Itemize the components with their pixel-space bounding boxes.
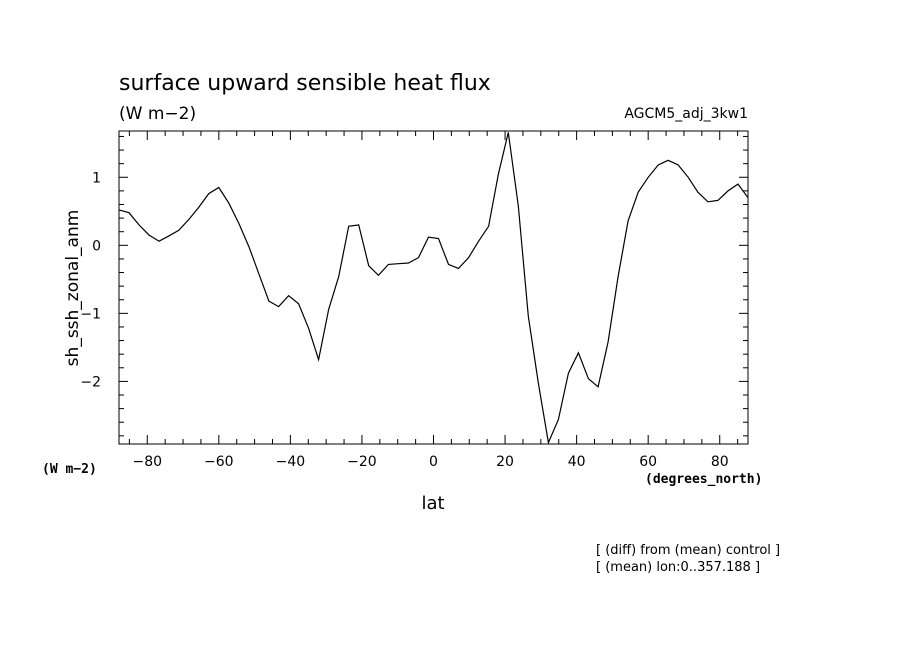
x-tick-label: 0 [429, 454, 438, 470]
series-line [118, 132, 749, 445]
y-tick-label: 0 [92, 238, 101, 254]
chart-units: (W m−2) [119, 104, 196, 124]
x-tick-label: −60 [204, 454, 234, 470]
y-tick-label: −2 [80, 374, 101, 390]
x-axis-label: lat [421, 493, 444, 514]
x-tick-label: −20 [347, 454, 377, 470]
y-axis-label: sh_ssh_zonal_anm [63, 210, 83, 367]
y-axis-units: (W m−2) [42, 462, 97, 477]
experiment-label: AGCM5_adj_3kw1 [624, 106, 748, 122]
x-tick-label: −80 [132, 454, 162, 470]
x-tick-label: 20 [496, 454, 514, 470]
x-tick-label: 80 [711, 454, 729, 470]
y-tick-label: −1 [80, 306, 101, 322]
chart-title: surface upward sensible heat flux [119, 71, 491, 96]
x-tick-label: 60 [639, 454, 657, 470]
x-tick-label: −40 [276, 454, 306, 470]
y-tick-label: 1 [92, 170, 101, 186]
x-tick-label: 40 [568, 454, 586, 470]
note-mean: [ (mean) lon:0..357.188 ] [596, 560, 760, 575]
note-diff: [ (diff) from (mean) control ] [596, 543, 780, 558]
x-axis-units: (degrees_north) [645, 472, 762, 487]
axis-ticks [119, 131, 748, 444]
y-tick-labels: −2 −1 0 1 [80, 170, 101, 390]
x-tick-labels: −80 −60 −40 −20 0 20 40 60 80 [132, 454, 728, 470]
